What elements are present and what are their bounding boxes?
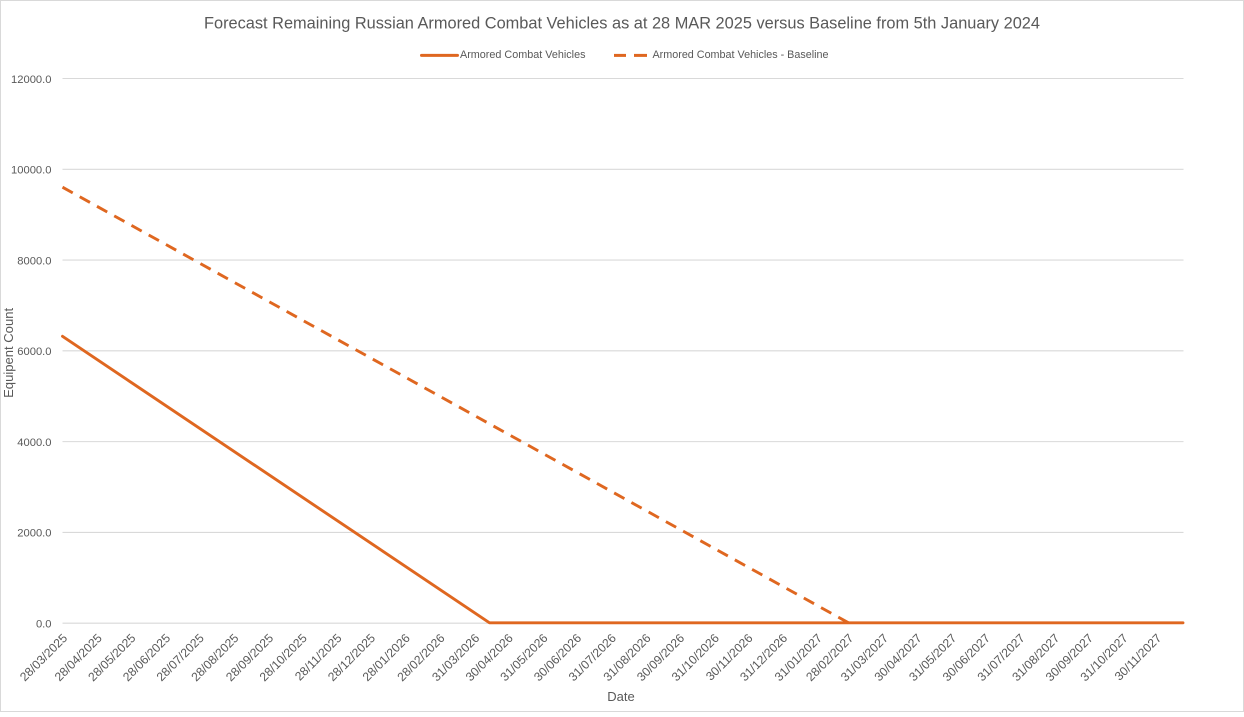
svg-text:4000.0: 4000.0 — [17, 437, 51, 449]
svg-text:Equipent Count: Equipent Count — [2, 307, 16, 398]
svg-text:Armored Combat Vehicles: Armored Combat Vehicles — [460, 49, 586, 61]
svg-text:6000.0: 6000.0 — [17, 346, 51, 358]
svg-text:10000.0: 10000.0 — [11, 165, 51, 177]
svg-text:2000.0: 2000.0 — [17, 528, 51, 540]
svg-text:0.0: 0.0 — [36, 619, 52, 631]
svg-text:12000.0: 12000.0 — [11, 74, 51, 86]
svg-text:8000.0: 8000.0 — [17, 255, 51, 267]
svg-text:Armored Combat Vehicles - Base: Armored Combat Vehicles - Baseline — [653, 49, 829, 61]
svg-text:Date: Date — [607, 689, 634, 704]
svg-text:Forecast Remaining Russian Arm: Forecast Remaining Russian Armored Comba… — [204, 15, 1040, 33]
